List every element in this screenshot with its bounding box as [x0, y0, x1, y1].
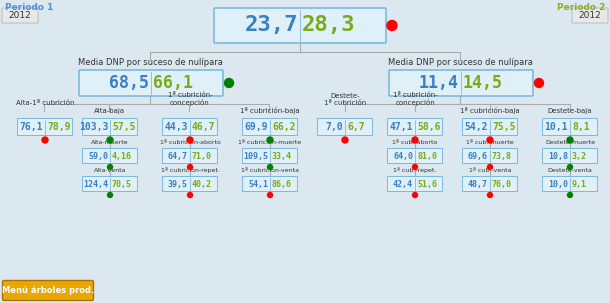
FancyBboxPatch shape [162, 177, 218, 191]
Text: 8,1: 8,1 [572, 122, 590, 132]
Circle shape [342, 137, 348, 143]
Text: 33,4: 33,4 [272, 152, 292, 161]
Text: Alta-muerte: Alta-muerte [91, 140, 129, 145]
Text: 4,16: 4,16 [112, 152, 132, 161]
Text: 1ª cubrición-aborto: 1ª cubrición-aborto [160, 140, 220, 145]
Text: Menú árboles prod.: Menú árboles prod. [2, 286, 94, 295]
FancyBboxPatch shape [387, 177, 442, 191]
Circle shape [268, 192, 273, 198]
Text: 39,5: 39,5 [168, 179, 188, 188]
Text: 10,1: 10,1 [545, 122, 568, 132]
Text: 3,2: 3,2 [572, 152, 587, 161]
Text: 66,1: 66,1 [153, 74, 193, 92]
Circle shape [412, 192, 417, 198]
Text: Alta-venta: Alta-venta [94, 168, 126, 173]
Text: Destete-baja: Destete-baja [548, 108, 592, 114]
Text: 68,5: 68,5 [109, 74, 149, 92]
Text: 66,2: 66,2 [272, 122, 295, 132]
Text: 1ª cub.-muerte: 1ª cub.-muerte [466, 140, 514, 145]
Text: 69,9: 69,9 [245, 122, 268, 132]
Text: Media DNP por suceso de nulípara: Media DNP por suceso de nulípara [77, 58, 223, 67]
Text: 75,5: 75,5 [492, 122, 515, 132]
Text: 6,7: 6,7 [347, 122, 365, 132]
Text: 42,4: 42,4 [393, 179, 413, 188]
Text: 76,0: 76,0 [492, 179, 512, 188]
Text: 81,0: 81,0 [417, 152, 437, 161]
Circle shape [567, 192, 573, 198]
FancyBboxPatch shape [387, 118, 442, 135]
Text: 28,3: 28,3 [302, 15, 356, 35]
Text: 76,1: 76,1 [20, 122, 43, 132]
FancyBboxPatch shape [462, 148, 517, 164]
FancyBboxPatch shape [82, 177, 137, 191]
Text: 64,0: 64,0 [393, 152, 413, 161]
Text: Alta-baja: Alta-baja [95, 108, 126, 114]
Text: 78,9: 78,9 [47, 122, 71, 132]
Circle shape [187, 192, 193, 198]
Circle shape [268, 165, 273, 169]
Text: Destete-venta: Destete-venta [548, 168, 592, 173]
Text: 51,6: 51,6 [417, 179, 437, 188]
Text: 47,1: 47,1 [390, 122, 413, 132]
Text: 2012: 2012 [9, 11, 31, 19]
FancyBboxPatch shape [389, 70, 533, 96]
Text: 9,1: 9,1 [572, 179, 587, 188]
Text: Destete-
1ª cubrición: Destete- 1ª cubrición [324, 93, 366, 106]
Text: 64,7: 64,7 [168, 152, 188, 161]
Text: 1ª cubrición-muerte: 1ª cubrición-muerte [239, 140, 301, 145]
Text: 1ª cubrición-venta: 1ª cubrición-venta [241, 168, 299, 173]
Circle shape [107, 165, 112, 169]
Text: 1ª cubrición-repet.: 1ª cubrición-repet. [160, 167, 220, 173]
Circle shape [187, 165, 193, 169]
FancyBboxPatch shape [572, 8, 608, 23]
FancyBboxPatch shape [462, 177, 517, 191]
FancyBboxPatch shape [2, 281, 93, 301]
Text: 54,2: 54,2 [464, 122, 488, 132]
FancyBboxPatch shape [162, 148, 218, 164]
Circle shape [412, 137, 418, 143]
FancyBboxPatch shape [162, 118, 218, 135]
FancyBboxPatch shape [79, 70, 223, 96]
Circle shape [187, 137, 193, 143]
Text: 11,4: 11,4 [419, 74, 459, 92]
FancyBboxPatch shape [387, 148, 442, 164]
Text: 58,6: 58,6 [417, 122, 440, 132]
Text: 2012: 2012 [579, 11, 601, 19]
Circle shape [224, 78, 234, 88]
Text: 71,0: 71,0 [192, 152, 212, 161]
Circle shape [487, 165, 492, 169]
Text: 14,5: 14,5 [463, 74, 503, 92]
Text: Alta-1ª cubrición: Alta-1ª cubrición [16, 100, 74, 106]
FancyBboxPatch shape [542, 148, 598, 164]
FancyBboxPatch shape [243, 118, 298, 135]
Circle shape [42, 137, 48, 143]
Circle shape [107, 192, 112, 198]
Text: 59,0: 59,0 [88, 152, 108, 161]
Text: 10,8: 10,8 [548, 152, 568, 161]
Text: 1ª cubrición-
concepción: 1ª cubrición- concepción [168, 92, 212, 106]
Text: 86,6: 86,6 [272, 179, 292, 188]
FancyBboxPatch shape [542, 118, 598, 135]
Text: 73,8: 73,8 [492, 152, 512, 161]
Text: 69,6: 69,6 [468, 152, 488, 161]
Circle shape [107, 137, 113, 143]
Text: Periodo 2: Periodo 2 [556, 3, 605, 12]
Text: 48,7: 48,7 [468, 179, 488, 188]
Circle shape [412, 165, 417, 169]
Text: 54,1: 54,1 [248, 179, 268, 188]
Text: 57,5: 57,5 [112, 122, 135, 132]
Text: 1ª cub.-venta: 1ª cub.-venta [468, 168, 511, 173]
Text: 103,3: 103,3 [79, 122, 108, 132]
Text: Media DNP por suceso de nulípara: Media DNP por suceso de nulípara [387, 58, 533, 67]
Text: Periodo 1: Periodo 1 [5, 3, 54, 12]
FancyBboxPatch shape [462, 118, 517, 135]
FancyBboxPatch shape [317, 118, 373, 135]
Text: 1ª cubrición-baja: 1ª cubrición-baja [460, 107, 520, 114]
FancyBboxPatch shape [2, 8, 38, 23]
Text: 23,7: 23,7 [245, 15, 298, 35]
Text: 1ª cubrición-baja: 1ª cubrición-baja [240, 107, 300, 114]
Text: 7,0: 7,0 [325, 122, 343, 132]
Text: 109,5: 109,5 [243, 152, 268, 161]
Circle shape [267, 137, 273, 143]
